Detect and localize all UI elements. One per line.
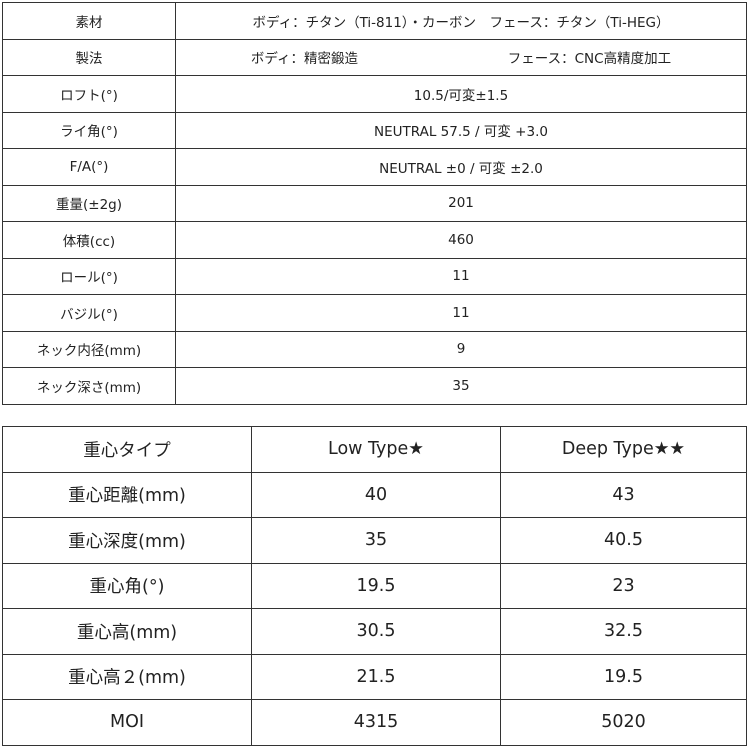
spec-value: 460 [175,221,747,259]
row-label: 重心角(°) [2,562,252,609]
cell-value: 30.5 [251,608,501,655]
cell-value: 40 [251,471,501,518]
cell-value: 4315 [251,699,501,746]
spec-row: バジル(°) 11 [2,294,747,332]
table-row: 重心角(°) 19.5 23 [2,562,747,609]
row-label: 重心高２(mm) [2,653,252,700]
table-row: 重心距離(mm) 40 43 [2,471,747,518]
spec-label: 製法 [2,38,176,76]
spec-value: 10.5/可変±1.5 [175,75,747,113]
cell-value: 21.5 [251,653,501,700]
spec-value: 11 [175,257,747,295]
spec-row: F/A(°) NEUTRAL ±0 / 可変 ±2.0 [2,148,747,186]
spec-row: 重量(±2g) 201 [2,184,747,222]
spec-value: 35 [175,367,747,405]
spec-label: ネック内径(mm) [2,330,176,368]
cell-value: 43 [500,471,747,518]
cell-value: 23 [500,562,747,609]
spec-value: 201 [175,184,747,222]
spec-value: NEUTRAL 57.5 / 可変 +3.0 [175,111,747,149]
spec-value-part: フェース：CNC高精度加工 [507,51,672,68]
row-label: 重心距離(mm) [2,471,252,518]
spec-label: 重量(±2g) [2,184,176,222]
column-header: 重心タイプ [2,426,252,473]
table-row: 重心高(mm) 30.5 32.5 [2,608,747,655]
spec-value: ボディ：チタン（Ti-811）・カーボン フェース：チタン（Ti-HEG） [175,2,747,40]
column-header: Low Type★ [251,426,501,473]
spec-row: ネック深さ(mm) 35 [2,367,747,405]
table-row: MOI 4315 5020 [2,699,747,746]
cell-value: 19.5 [500,653,747,700]
spec-label: 体積(cc) [2,221,176,259]
spec-value: ボディ：精密鍛造 フェース：CNC高精度加工 [175,38,747,76]
row-label: MOI [2,699,252,746]
spec-row: ライ角(°) NEUTRAL 57.5 / 可変 +3.0 [2,111,747,149]
row-label: 重心高(mm) [2,608,252,655]
cell-value: 19.5 [251,562,501,609]
spec-label: F/A(°) [2,148,176,186]
cell-value: 5020 [500,699,747,746]
spec-label: ロール(°) [2,257,176,295]
spec-label: ライ角(°) [2,111,176,149]
spec-table: 素材 ボディ：チタン（Ti-811）・カーボン フェース：チタン（Ti-HEG）製… [2,2,747,405]
spec-row: ネック内径(mm) 9 [2,330,747,368]
spec-value-part: ボディ：精密鍛造 [250,51,358,68]
spec-row: ロール(°) 11 [2,257,747,295]
spec-value: 11 [175,294,747,332]
row-label: 重心深度(mm) [2,517,252,564]
spec-row: 製法 ボディ：精密鍛造 フェース：CNC高精度加工 [2,38,747,76]
spec-label: ロフト(°) [2,75,176,113]
spec-label: ネック深さ(mm) [2,367,176,405]
spec-value: 9 [175,330,747,368]
table-row: 重心深度(mm) 35 40.5 [2,517,747,564]
spec-label: バジル(°) [2,294,176,332]
spec-row: 体積(cc) 460 [2,221,747,259]
cell-value: 35 [251,517,501,564]
spec-label: 素材 [2,2,176,40]
cell-value: 32.5 [500,608,747,655]
cell-value: 40.5 [500,517,747,564]
spec-row: ロフト(°) 10.5/可変±1.5 [2,75,747,113]
column-header: Deep Type★★ [500,426,747,473]
header-row: 重心タイプ Low Type★ Deep Type★★ [2,426,747,473]
spec-value: NEUTRAL ±0 / 可変 ±2.0 [175,148,747,186]
center-of-gravity-table: 重心タイプ Low Type★ Deep Type★★ 重心距離(mm) 40 43 重心深… [2,426,747,746]
table-row: 重心高２(mm) 21.5 19.5 [2,653,747,700]
spec-row: 素材 ボディ：チタン（Ti-811）・カーボン フェース：チタン（Ti-HEG） [2,2,747,40]
